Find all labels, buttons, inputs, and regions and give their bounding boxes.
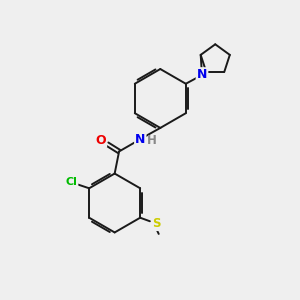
Text: H: H xyxy=(146,134,156,147)
Text: O: O xyxy=(95,134,106,147)
Text: N: N xyxy=(197,68,207,81)
Text: S: S xyxy=(152,217,160,230)
Text: Cl: Cl xyxy=(66,177,77,188)
Text: N: N xyxy=(197,68,207,81)
Text: N: N xyxy=(135,133,146,146)
